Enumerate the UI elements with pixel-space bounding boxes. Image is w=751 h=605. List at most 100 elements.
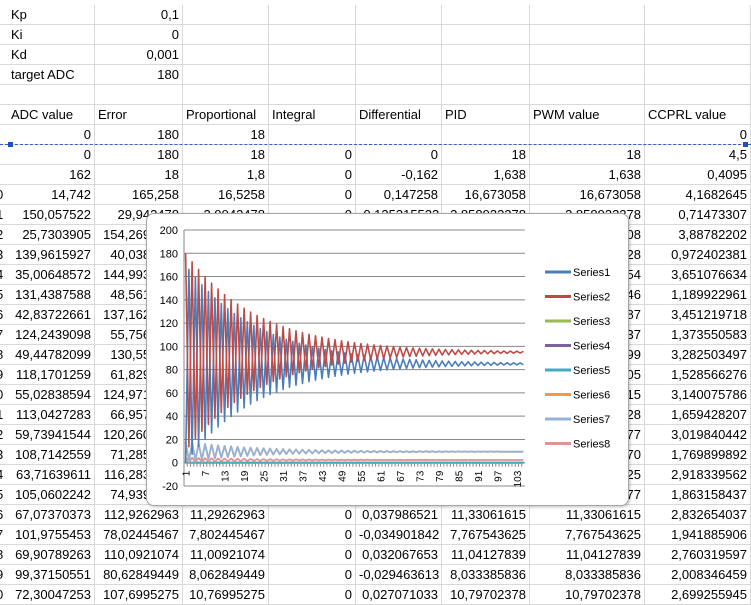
data-cell[interactable]: 131,4387588 [8, 285, 95, 304]
data-cell[interactable]: 162 [8, 165, 95, 184]
data-cell[interactable]: 0,4095 [645, 165, 751, 184]
data-cell[interactable]: 11,33061615 [530, 505, 645, 524]
column-header[interactable]: Integral [269, 105, 356, 124]
data-cell[interactable]: 180 [95, 125, 183, 144]
data-cell[interactable]: 105,0602242 [8, 485, 95, 504]
data-cell[interactable]: 8,033385836 [442, 565, 530, 584]
data-cell[interactable]: 3,140075786 [645, 385, 751, 404]
data-cell[interactable]: 10,76995275 [183, 585, 269, 604]
data-cell[interactable]: 1,659428207 [645, 405, 751, 424]
data-cell[interactable]: -0,029463613 [356, 565, 442, 584]
data-cell[interactable]: 1,638 [530, 165, 645, 184]
empty-cell[interactable] [645, 25, 751, 44]
data-cell[interactable]: 42,83722661 [8, 305, 95, 324]
selection-handle-left[interactable] [8, 142, 13, 147]
data-cell[interactable]: 8,062849449 [183, 565, 269, 584]
data-cell[interactable]: 11,04127839 [442, 545, 530, 564]
data-cell[interactable]: 55,02838594 [8, 385, 95, 404]
data-cell[interactable]: 2,918339562 [645, 465, 751, 484]
data-cell[interactable]: 4,5 [645, 145, 751, 164]
data-cell[interactable]: 25,7303905 [8, 225, 95, 244]
data-cell[interactable]: 16,673058 [530, 185, 645, 204]
empty-cell[interactable] [530, 45, 645, 64]
data-cell[interactable]: 0 [269, 145, 356, 164]
selection-handle-right[interactable] [743, 142, 748, 147]
data-cell[interactable]: 16,673058 [442, 185, 530, 204]
data-cell[interactable]: 78,02445467 [95, 525, 183, 544]
data-cell[interactable]: 118,1701259 [8, 365, 95, 384]
data-cell[interactable]: 72,30047253 [8, 585, 95, 604]
data-cell[interactable]: 0,032067653 [356, 545, 442, 564]
empty-cell[interactable] [183, 25, 269, 44]
empty-cell[interactable] [269, 85, 356, 104]
data-cell[interactable]: 0 [269, 585, 356, 604]
data-cell[interactable] [356, 125, 442, 144]
line-chart[interactable]: -20 0 20 40 60 80 100 120 140 160 180 200 1 7 13 19 25 31… [146, 213, 629, 506]
empty-cell[interactable] [645, 65, 751, 84]
data-cell[interactable]: 18 [442, 145, 530, 164]
data-cell[interactable]: 0 [8, 125, 95, 144]
empty-cell[interactable] [442, 45, 530, 64]
empty-cell[interactable] [442, 5, 530, 24]
data-cell[interactable]: 108,7142559 [8, 445, 95, 464]
empty-cell[interactable] [183, 65, 269, 84]
data-cell[interactable]: 3,88782202 [645, 225, 751, 244]
data-cell[interactable]: 113,0427283 [8, 405, 95, 424]
param-label[interactable]: Kp [8, 5, 95, 24]
data-cell[interactable]: 8,033385836 [530, 565, 645, 584]
empty-cell[interactable] [269, 65, 356, 84]
empty-cell[interactable] [269, 45, 356, 64]
param-value[interactable]: 0,001 [95, 45, 183, 64]
data-cell[interactable]: 99,37150551 [8, 565, 95, 584]
data-cell[interactable]: 139,9615927 [8, 245, 95, 264]
param-value[interactable]: 180 [95, 65, 183, 84]
data-cell[interactable]: 0 [356, 145, 442, 164]
data-cell[interactable]: 1,189922961 [645, 285, 751, 304]
empty-cell[interactable] [442, 85, 530, 104]
data-cell[interactable]: 0 [645, 125, 751, 144]
param-label[interactable]: Ki [8, 25, 95, 44]
data-cell[interactable]: 0,71473307 [645, 205, 751, 224]
data-cell[interactable]: 11,04127839 [530, 545, 645, 564]
data-cell[interactable]: 3,282503497 [645, 345, 751, 364]
data-cell[interactable]: 107,6995275 [95, 585, 183, 604]
empty-cell[interactable] [645, 45, 751, 64]
column-header[interactable]: CCPRL value [645, 105, 751, 124]
empty-cell[interactable] [356, 85, 442, 104]
data-cell[interactable]: 7,767543625 [442, 525, 530, 544]
data-cell[interactable]: 0 [269, 505, 356, 524]
data-cell[interactable]: 11,00921074 [183, 545, 269, 564]
data-cell[interactable]: 10,79702378 [530, 585, 645, 604]
empty-cell[interactable] [442, 65, 530, 84]
empty-cell[interactable] [356, 65, 442, 84]
data-cell[interactable]: 110,0921074 [95, 545, 183, 564]
empty-cell[interactable] [530, 85, 645, 104]
data-cell[interactable]: 0,027071033 [356, 585, 442, 604]
data-cell[interactable]: 0 [269, 165, 356, 184]
empty-cell[interactable] [183, 45, 269, 64]
param-value[interactable]: 0,1 [95, 5, 183, 24]
data-cell[interactable]: 18 [183, 145, 269, 164]
data-cell[interactable] [442, 125, 530, 144]
param-value[interactable]: 0 [95, 25, 183, 44]
data-cell[interactable]: 0,972402381 [645, 245, 751, 264]
data-cell[interactable]: 3,019840442 [645, 425, 751, 444]
data-cell[interactable]: 2,760319597 [645, 545, 751, 564]
empty-cell[interactable] [442, 25, 530, 44]
data-cell[interactable]: 80,62849449 [95, 565, 183, 584]
data-cell[interactable]: 2,832654037 [645, 505, 751, 524]
data-cell[interactable] [269, 125, 356, 144]
data-cell[interactable]: 1,769899892 [645, 445, 751, 464]
data-cell[interactable]: 1,863158437 [645, 485, 751, 504]
empty-cell[interactable] [95, 85, 183, 104]
data-cell[interactable]: 124,2439098 [8, 325, 95, 344]
column-header[interactable]: Error [95, 105, 183, 124]
data-cell[interactable]: 1,8 [183, 165, 269, 184]
param-label[interactable]: Kd [8, 45, 95, 64]
data-cell[interactable]: 10,79702378 [442, 585, 530, 604]
data-cell[interactable]: 2,699255945 [645, 585, 751, 604]
column-header[interactable]: PWM value [530, 105, 645, 124]
data-cell[interactable]: 112,9262963 [95, 505, 183, 524]
data-cell[interactable]: 180 [95, 145, 183, 164]
empty-cell[interactable] [530, 5, 645, 24]
